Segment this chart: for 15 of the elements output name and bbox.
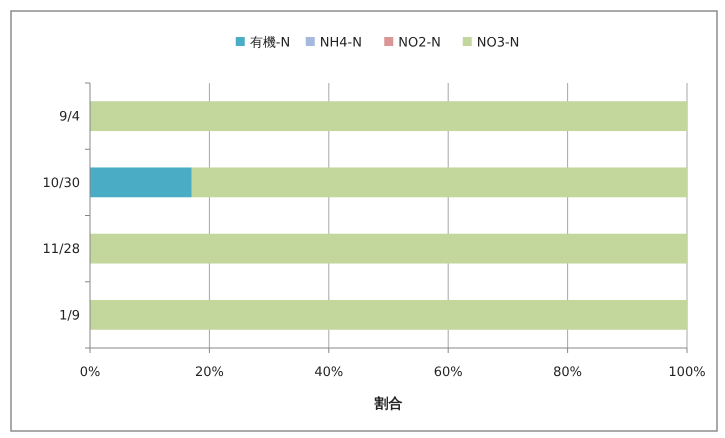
- y-tick-label: 9/4: [59, 110, 80, 125]
- legend-label: 有機-N: [250, 36, 290, 51]
- legend-label: NO2-N: [398, 36, 441, 51]
- y-tick-label: 1/9: [59, 308, 80, 324]
- x-tick-label: 100%: [668, 365, 706, 380]
- x-tick-label: 0%: [80, 365, 100, 380]
- legend-label: NH4-N: [320, 36, 362, 51]
- x-tick-label: 60%: [434, 365, 463, 380]
- y-tick-label: 10/30: [42, 176, 80, 191]
- x-axis-title: 割合: [374, 395, 402, 412]
- x-tick-label: 40%: [314, 365, 344, 380]
- y-tick-label: 11/28: [42, 242, 80, 258]
- legend-label: NO3-N: [476, 36, 520, 51]
- x-tick-label: 80%: [553, 365, 582, 380]
- x-tick-label: 20%: [194, 365, 224, 380]
